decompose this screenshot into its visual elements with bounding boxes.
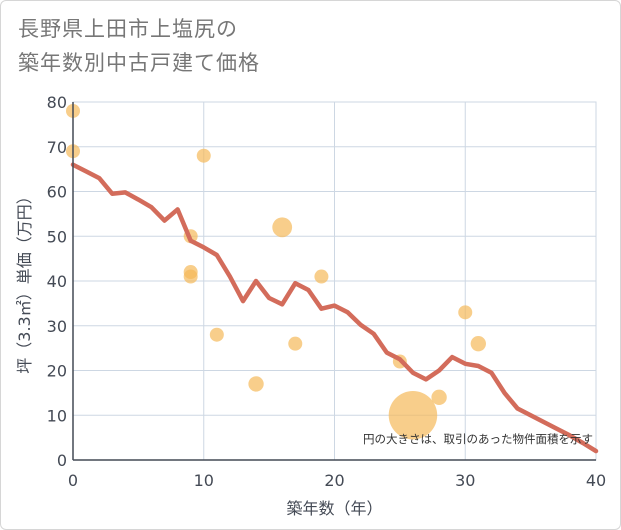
x-tick-label: 10 [194, 471, 214, 490]
y-tick-label: 70 [47, 138, 67, 157]
y-tick-label: 10 [47, 406, 67, 425]
data-point [196, 148, 211, 163]
size-note: 円の大きさは、取引のあった物件面積を示す [363, 432, 593, 446]
data-point [183, 269, 198, 284]
data-point [314, 269, 329, 284]
tick-labels: 0 10 20 30 40 0 10 20 30 40 50 60 70 80 [47, 93, 607, 490]
data-point [458, 305, 473, 320]
data-point [388, 391, 438, 440]
trend-line [70, 162, 599, 454]
chart-title-line-1: 長野県上田市上塩尻の [18, 17, 238, 41]
trend-path [70, 162, 599, 454]
y-tick-label: 30 [47, 317, 67, 336]
data-point [209, 327, 224, 342]
x-tick-label: 0 [68, 471, 78, 490]
x-tick-label: 20 [324, 471, 344, 490]
chart-title: 長野県上田市上塩尻の 築年数別中古戸建て価格 [18, 12, 260, 80]
data-point [431, 389, 447, 406]
y-tick-label: 40 [47, 272, 67, 291]
y-axis-label: 坪（3.3㎡）単価（万円） [15, 188, 34, 373]
data-point [272, 217, 293, 238]
y-tick-label: 50 [47, 227, 67, 246]
x-axis-label: 築年数（年） [286, 499, 382, 518]
y-tick-label: 20 [47, 362, 67, 381]
data-point [248, 376, 264, 392]
chart-title-line-2: 築年数別中古戸建て価格 [18, 51, 260, 75]
y-tick-label: 80 [47, 93, 67, 112]
x-tick-label: 40 [586, 471, 606, 490]
data-point [470, 335, 486, 352]
data-point [288, 336, 303, 351]
y-tick-label: 0 [57, 451, 67, 470]
x-tick-label: 30 [455, 471, 475, 490]
y-tick-label: 60 [47, 183, 67, 202]
axes [72, 102, 596, 461]
